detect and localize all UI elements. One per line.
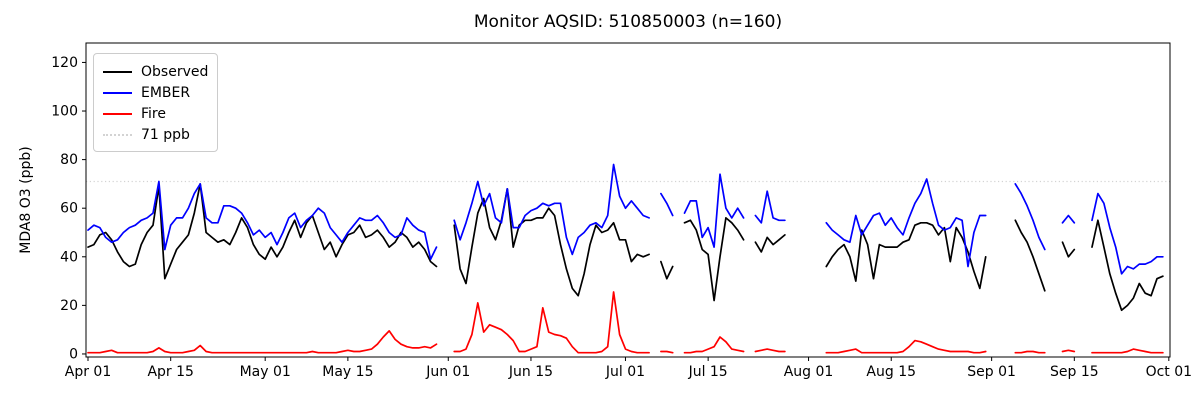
x-tick-label: Jun 15 — [508, 364, 553, 380]
legend-label: EMBER — [141, 84, 191, 101]
legend-item-ember: EMBER — [103, 82, 209, 103]
observed-line — [87, 183, 1164, 312]
y-tick-label: 0 — [69, 346, 78, 362]
x-tick-label: Jun 01 — [425, 364, 470, 380]
ember-line-sample — [103, 91, 132, 94]
x-tick-label: May 15 — [322, 364, 373, 380]
legend-item-fire: Fire — [103, 103, 209, 124]
x-tick-label: Aug 15 — [866, 364, 916, 380]
x-tick-label: May 01 — [240, 364, 291, 380]
y-tick-label: 80 — [60, 152, 78, 168]
chart-title: Monitor AQSID: 510850003 (n=160) — [473, 12, 783, 32]
fire-line — [87, 291, 1164, 354]
y-tick-label: 100 — [51, 104, 78, 120]
fire-line-sample — [103, 112, 132, 115]
legend-label: Observed — [141, 63, 209, 80]
x-tick-label: Apr 15 — [147, 364, 193, 380]
legend-label: 71 ppb — [141, 126, 190, 143]
legend-item-observed: Observed — [103, 61, 209, 82]
x-tick-label: Apr 01 — [65, 364, 111, 380]
y-tick-label: 60 — [60, 201, 78, 217]
x-tick-label: Aug 01 — [784, 364, 834, 380]
legend-label: Fire — [141, 105, 166, 122]
y-tick-label: 40 — [60, 249, 78, 265]
ember-line — [87, 163, 1164, 275]
x-tick-label: Sep 01 — [967, 364, 1016, 380]
x-tick-label: Jul 01 — [605, 364, 645, 380]
legend: Observed EMBER Fire 71 ppb — [93, 53, 218, 152]
plot-frame — [85, 42, 1171, 358]
x-tick-label: Jul 15 — [688, 364, 728, 380]
observed-line-sample — [103, 70, 132, 73]
legend-item-threshold: 71 ppb — [103, 124, 209, 145]
y-tick-label: 120 — [51, 55, 78, 71]
x-tick-label: Sep 15 — [1050, 364, 1099, 380]
threshold-line-sample — [103, 133, 132, 136]
y-axis-label: MDA8 O3 (ppb) — [18, 146, 34, 254]
y-tick-label: 20 — [60, 298, 78, 314]
x-tick-label: Oct 01 — [1146, 364, 1192, 380]
